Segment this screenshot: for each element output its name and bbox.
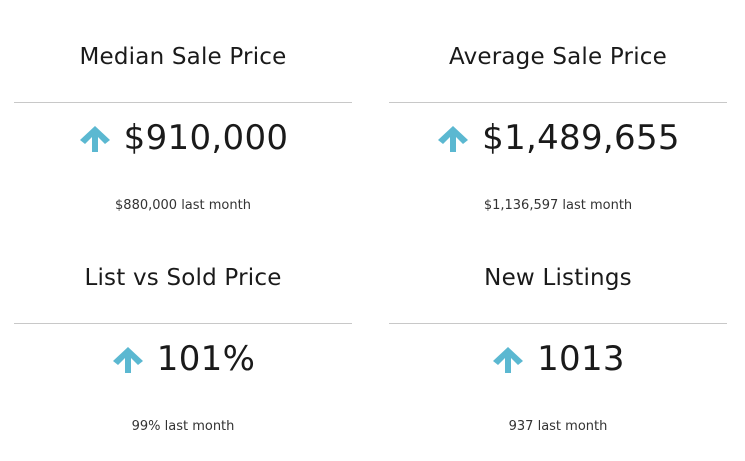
stat-previous: 937 last month: [508, 419, 608, 434]
stat-previous: 99% last month: [131, 419, 235, 434]
stat-card-median-sale-price: Median Sale Price $910,000 $880,000 last…: [14, 0, 352, 213]
stat-value-row: 1013: [389, 334, 727, 384]
stat-title: List vs Sold Price: [84, 265, 282, 291]
divider: [389, 323, 727, 324]
stat-previous: $880,000 last month: [115, 198, 251, 213]
arrow-up-icon: [112, 347, 143, 373]
stat-value-row: $1,489,655: [389, 113, 727, 163]
arrow-up-icon: [79, 126, 110, 152]
stat-previous: $1,136,597 last month: [483, 198, 633, 213]
stat-title: Median Sale Price: [79, 44, 287, 70]
arrow-up-icon: [438, 126, 469, 152]
stat-title: New Listings: [484, 265, 632, 291]
stat-card-average-sale-price: Average Sale Price $1,489,655 $1,136,597…: [389, 0, 727, 213]
stat-value-row: 101%: [14, 334, 352, 384]
divider: [389, 102, 727, 103]
stat-value: $1,489,655: [482, 118, 680, 158]
arrow-up-icon: [493, 347, 524, 373]
divider: [14, 323, 352, 324]
stat-card-new-listings: New Listings 1013 937 last month: [389, 221, 727, 434]
stat-value: 1013: [537, 339, 625, 379]
divider: [14, 102, 352, 103]
stat-card-list-vs-sold-price: List vs Sold Price 101% 99% last month: [14, 221, 352, 434]
stat-value: 101%: [156, 339, 256, 379]
stat-value: $910,000: [123, 118, 289, 158]
stat-title: Average Sale Price: [448, 44, 667, 70]
stat-value-row: $910,000: [14, 113, 352, 163]
